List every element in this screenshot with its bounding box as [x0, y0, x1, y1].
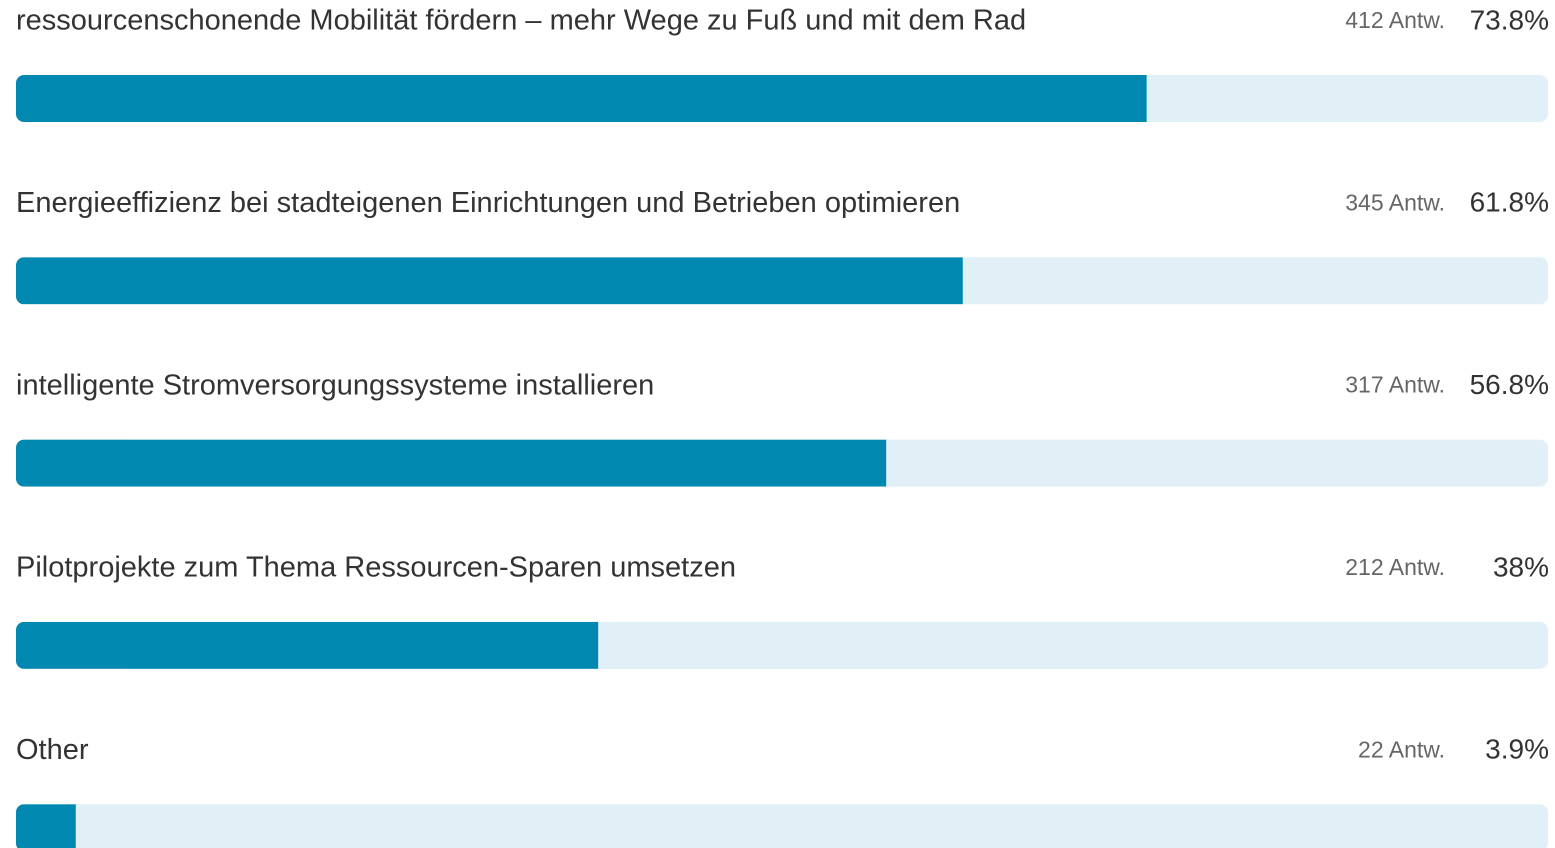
percentage: 38% — [1493, 551, 1549, 582]
option-label: intelligente Stromversorgungssysteme ins… — [16, 369, 654, 401]
answer-count: 345 Antw. — [1345, 189, 1445, 215]
answer-count: 317 Antw. — [1345, 372, 1445, 398]
option-label: ressourcenschonende Mobilität fördern – … — [16, 5, 1026, 37]
bar-track — [16, 804, 1548, 848]
bar — [16, 439, 887, 487]
bar — [16, 804, 76, 848]
percentage: 61.8% — [1470, 187, 1549, 218]
bar — [16, 75, 1147, 122]
option-label: Pilotprojekte zum Thema Ressourcen-Spare… — [16, 552, 736, 584]
option-label: Energieeffizienz bei stadteigenen Einric… — [16, 187, 960, 219]
bar — [16, 621, 599, 669]
option-label: Other — [16, 734, 89, 766]
answer-count: 212 Antw. — [1345, 554, 1445, 580]
answer-count: 412 Antw. — [1345, 7, 1445, 33]
percentage: 56.8% — [1470, 369, 1549, 400]
bar — [16, 257, 963, 305]
percentage: 3.9% — [1485, 734, 1549, 765]
percentage: 73.8% — [1470, 4, 1549, 35]
answer-count: 22 Antw. — [1358, 736, 1445, 762]
